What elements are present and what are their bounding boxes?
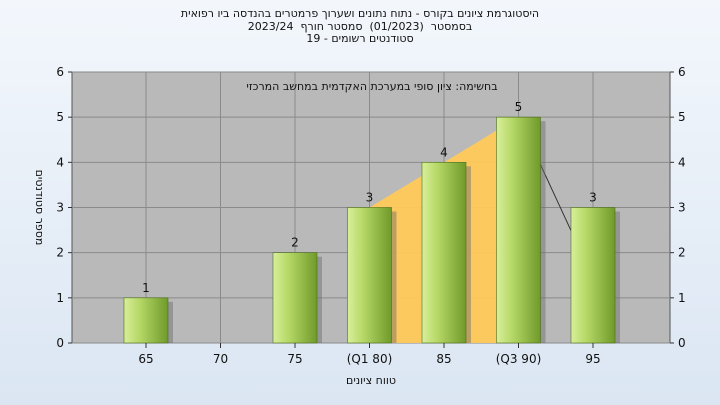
y-tick-label-left: 3 [56,201,64,215]
y-tick-label-right: 6 [678,65,686,79]
y-tick-label-right: 3 [678,201,686,215]
bar-value-label: 2 [291,236,299,250]
y-axis-label: מספר סטודנטים [33,170,46,246]
x-tick-label: (Q1 80) [347,352,393,366]
x-axis-label: טווח ציונים [346,374,396,387]
title-line-1: היסטוגרמת ציונים בקורס - נתוח נתונים ושע… [180,7,540,20]
y-tick-label-right: 2 [678,246,686,260]
title-line-3: סטודנטים רשומים - 19 [306,32,414,45]
x-tick-label: 70 [213,352,228,366]
y-tick-label-left: 6 [56,65,64,79]
y-tick-label-right: 0 [678,336,686,350]
y-tick-label-left: 5 [56,110,64,124]
x-tick-label: 95 [585,352,600,366]
y-tick-label-left: 2 [56,246,64,260]
bar [347,207,392,344]
x-tick-label: 85 [436,352,451,366]
y-tick-label-left: 0 [56,336,64,350]
bar-value-label: 3 [589,191,597,205]
bar [123,297,169,344]
y-tick-label-right: 1 [678,291,686,305]
chart-annotation: בחשימה: ציון סופי במערכת האקדמית במחשב ה… [246,80,497,93]
y-tick-label-left: 4 [56,155,64,169]
bar [570,207,616,344]
y-tick-label-right: 5 [678,110,686,124]
x-tick-label: 65 [138,352,153,366]
bar-value-label: 1 [142,281,150,295]
title-line-2: בסמסטר (01/2023) סמסטר חורף 2023/24 [247,19,473,33]
chart-title: היסטוגרמת ציונים בקורס - נתוח נתונים ושע… [0,7,720,46]
bar [272,252,318,344]
x-tick-label: 75 [287,352,302,366]
bar [421,162,467,344]
x-tick-label: (Q3 90) [496,352,542,366]
bar-value-label: 3 [366,191,374,205]
bar-value-label: 5 [515,100,523,114]
bar [496,116,541,344]
y-tick-label-left: 1 [56,291,64,305]
bar-value-label: 4 [440,145,448,159]
y-tick-label-right: 4 [678,155,686,169]
